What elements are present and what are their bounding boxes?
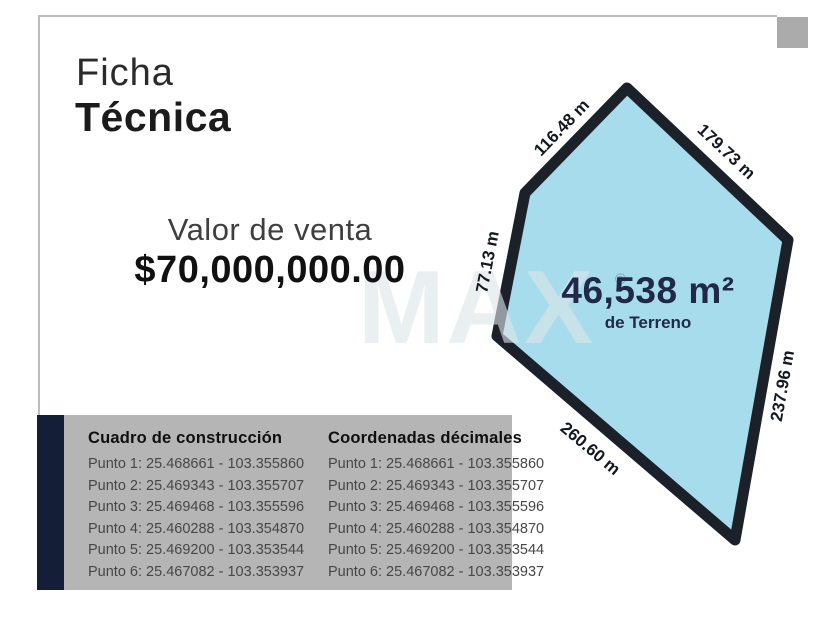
table-row: Punto 2: 25.469343 - 103.355707 (88, 477, 305, 494)
table-row: Punto 5: 25.469200 - 103.353544 (328, 542, 545, 559)
construction-table: Cuadro de construcción Punto 1: 25.46866… (88, 429, 304, 584)
sale-price-amount: $70,000,000.00 (134, 249, 406, 291)
frame-left-line (38, 15, 40, 416)
page-title-line1: Ficha (76, 52, 174, 94)
decimal-coordinates-table-title: Coordenadas décimales (328, 429, 523, 447)
table-row: Punto 4: 25.460288 - 103.354870 (88, 520, 305, 537)
table-row: Punto 3: 25.469468 - 103.355596 (88, 499, 305, 516)
navy-accent-bar (37, 415, 64, 590)
decimal-coordinates-table: Coordenadas décimales Punto 1: 25.468661… (328, 429, 544, 584)
sale-price-label: Valor de venta (167, 212, 373, 247)
table-row: Punto 6: 25.467082 - 103.353937 (88, 563, 305, 580)
land-area-block: 46,538 m² de Terreno (545, 270, 751, 333)
frame-top-line (38, 15, 777, 17)
brand-watermark: MAX (358, 250, 596, 366)
table-row: Punto 6: 25.467082 - 103.353937 (328, 563, 545, 580)
table-row: Punto 4: 25.460288 - 103.354870 (328, 520, 545, 537)
construction-table-title: Cuadro de construcción (88, 429, 283, 447)
decimal-coordinates-table-rows: Punto 1: 25.468661 - 103.355860 Punto 2:… (328, 454, 544, 584)
page-title-line2: Técnica (75, 94, 232, 140)
land-plot-polygon (491, 82, 794, 546)
construction-table-rows: Punto 1: 25.468661 - 103.355860 Punto 2:… (88, 454, 304, 584)
table-row: Punto 5: 25.469200 - 103.353544 (88, 542, 305, 559)
table-row: Punto 1: 25.468661 - 103.355860 (328, 456, 545, 472)
table-row: Punto 2: 25.469343 - 103.355707 (328, 477, 545, 494)
registered-trademark-icon: ® (615, 271, 627, 288)
table-row: Punto 3: 25.469468 - 103.355596 (328, 499, 545, 516)
coordinates-panel (64, 415, 512, 590)
land-area-value: 46,538 m² (561, 270, 735, 311)
table-row: Punto 1: 25.468661 - 103.355860 (88, 456, 305, 472)
sale-price-block: Valor de venta $70,000,000.00 (100, 212, 440, 292)
land-area-caption: de Terreno (604, 313, 692, 332)
corner-gray-square (777, 17, 808, 48)
